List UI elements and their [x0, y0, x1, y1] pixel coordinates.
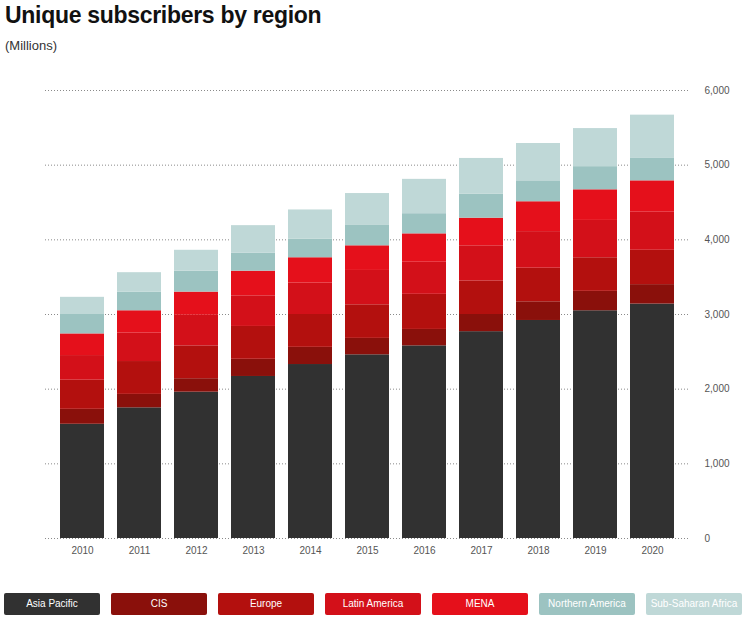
html-text:Europe: Europe: [249, 598, 283, 609]
svg-text:1,000: 1,000: [705, 458, 730, 469]
svg-text:2011: 2011: [129, 545, 151, 556]
svg-text:5,000: 5,000: [705, 159, 730, 170]
svg-text:2017: 2017: [470, 545, 493, 556]
svg-text:2018: 2018: [527, 545, 550, 556]
svg-text:2013: 2013: [242, 545, 265, 556]
html-text:Asia Pacific: Asia Pacific: [26, 598, 78, 609]
html-text:Unique subscribers by region: Unique subscribers by region: [5, 2, 322, 28]
html-text:MENA: MENA: [465, 598, 495, 609]
svg-text:2,000: 2,000: [705, 383, 730, 394]
html-text:Latin America: Latin America: [342, 598, 404, 609]
svg-text:3,000: 3,000: [705, 309, 730, 320]
html-text:(Millions): (Millions): [5, 38, 57, 53]
html-text:Sub-Saharan Africa: Sub-Saharan Africa: [650, 598, 738, 609]
svg-text:2014: 2014: [299, 545, 322, 556]
svg-text:4,000: 4,000: [705, 234, 730, 245]
svg-text:2020: 2020: [641, 545, 664, 556]
svg-text:0: 0: [705, 533, 711, 544]
svg-text:2019: 2019: [584, 545, 607, 556]
svg-text:2016: 2016: [413, 545, 436, 556]
svg-text:2012: 2012: [185, 545, 208, 556]
html-text:CIS: CIS: [150, 598, 168, 609]
svg-text:2015: 2015: [356, 545, 379, 556]
html-text:Northern America: Northern America: [548, 598, 626, 609]
svg-text:2010: 2010: [71, 545, 94, 556]
svg-text:6,000: 6,000: [705, 85, 730, 96]
